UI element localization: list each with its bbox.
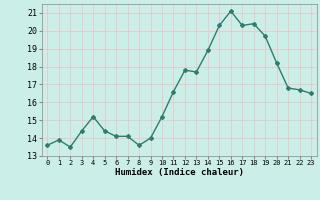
X-axis label: Humidex (Indice chaleur): Humidex (Indice chaleur) — [115, 168, 244, 177]
